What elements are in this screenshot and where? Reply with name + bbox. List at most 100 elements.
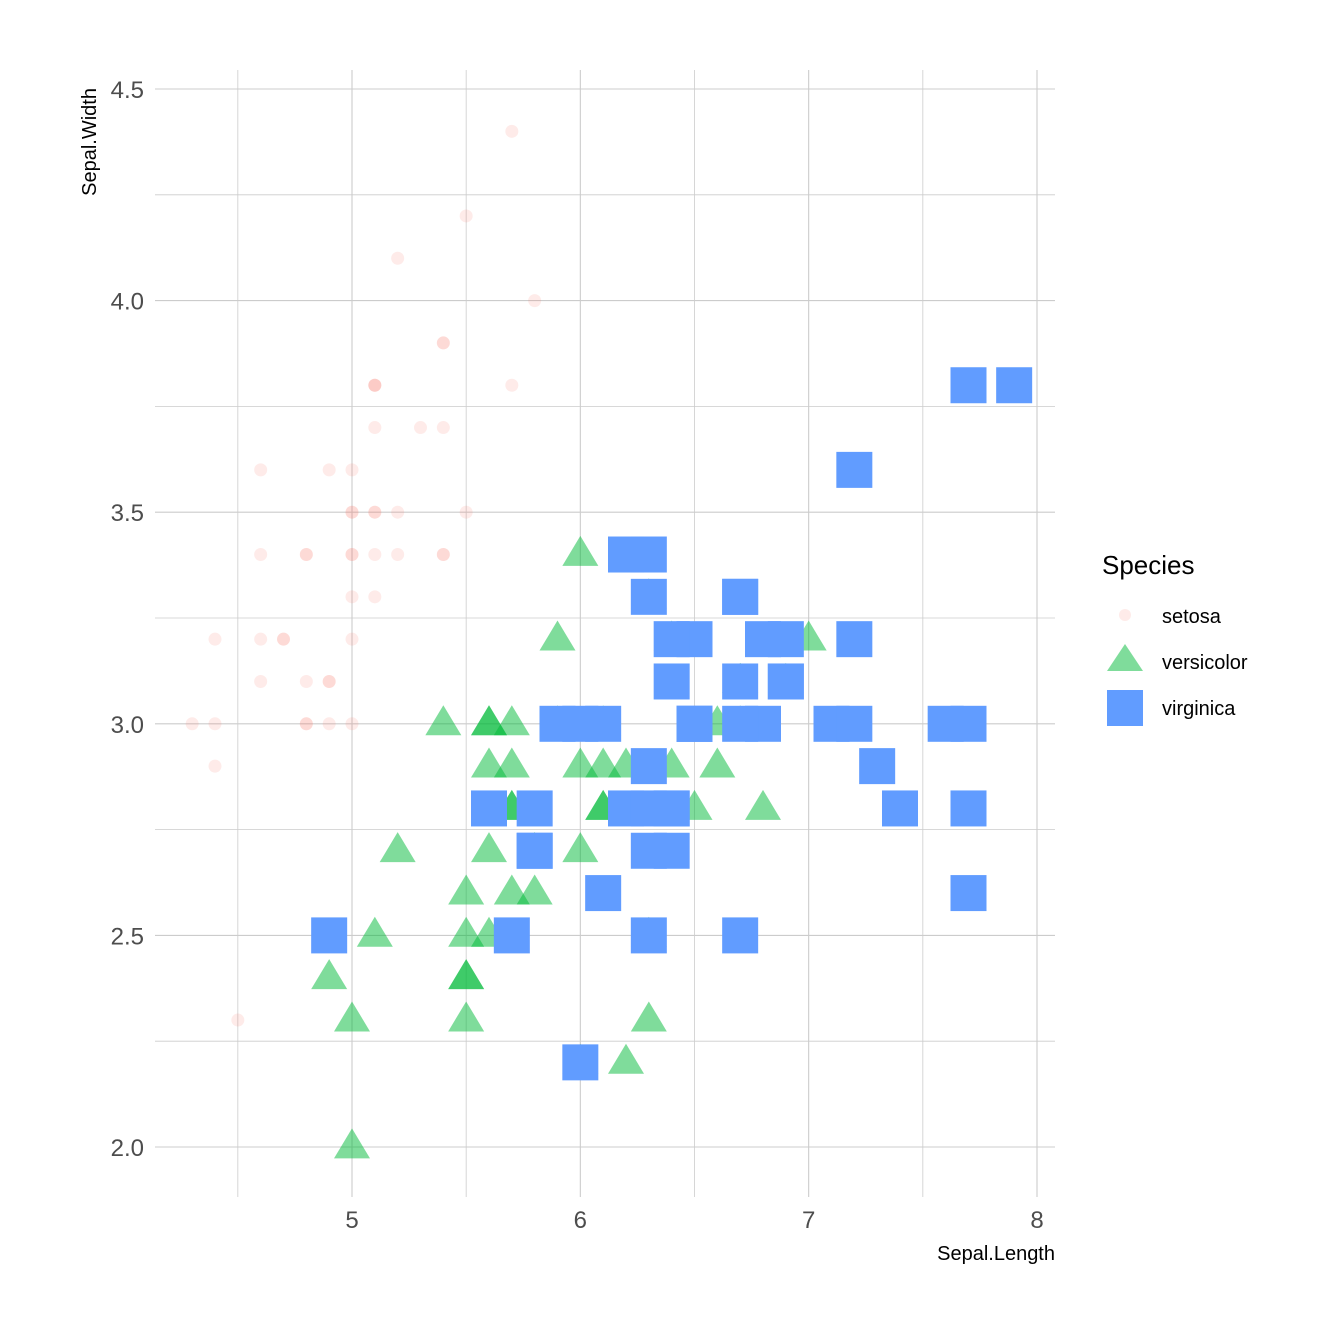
point-versicolor [562, 535, 599, 566]
point-versicolor [425, 705, 462, 736]
point-setosa [322, 674, 336, 688]
point-versicolor [448, 916, 485, 947]
point-setosa [368, 505, 382, 519]
point-virginica [859, 748, 896, 785]
legend: Species setosa versicolor virginica [1102, 550, 1248, 726]
legend-key-virginica [1107, 690, 1143, 726]
grid-major-lines [155, 70, 1055, 1197]
y-tick-label: 4.0 [111, 289, 144, 316]
point-virginica [653, 663, 690, 700]
point-setosa [254, 674, 268, 688]
point-versicolor [334, 1128, 370, 1159]
point-versicolor [608, 1043, 644, 1074]
point-setosa [368, 548, 382, 562]
point-setosa [505, 124, 519, 138]
point-setosa [322, 717, 336, 731]
point-setosa [208, 632, 222, 646]
point-virginica [630, 578, 667, 615]
point-setosa [208, 759, 222, 773]
y-tick-label: 3.5 [111, 500, 144, 527]
point-versicolor [471, 832, 507, 863]
point-versicolor [516, 874, 553, 905]
point-virginica [562, 1044, 599, 1081]
y-tick-label: 4.5 [111, 77, 144, 104]
point-setosa [436, 548, 450, 562]
point-setosa [436, 336, 450, 350]
point-virginica [950, 367, 987, 404]
point-setosa [345, 548, 359, 562]
point-setosa [391, 548, 405, 562]
series-virginica [311, 367, 1033, 1081]
point-setosa [528, 294, 542, 308]
point-setosa [299, 717, 313, 731]
point-setosa [436, 421, 450, 435]
point-setosa [345, 505, 359, 519]
point-versicolor [379, 832, 416, 863]
point-virginica [950, 790, 987, 827]
point-virginica [745, 621, 781, 658]
point-setosa [185, 717, 199, 731]
point-setosa [322, 674, 336, 688]
point-setosa [277, 632, 290, 646]
point-virginica [836, 451, 873, 488]
point-setosa [459, 505, 473, 519]
point-setosa [391, 505, 405, 519]
point-virginica [882, 790, 918, 827]
x-axis-ticks: 5 6 7 8 [345, 1207, 1043, 1234]
point-virginica [722, 578, 759, 615]
point-setosa [368, 378, 382, 392]
series-setosa [185, 124, 542, 1027]
point-virginica [653, 621, 690, 658]
point-virginica [471, 790, 507, 827]
point-versicolor [493, 874, 530, 905]
x-tick-label: 8 [1030, 1207, 1043, 1234]
point-setosa [254, 548, 268, 562]
point-virginica [630, 832, 667, 869]
point-setosa [368, 590, 382, 604]
y-tick-label: 2.5 [111, 923, 144, 950]
x-tick-label: 5 [345, 1207, 358, 1234]
point-setosa [299, 548, 313, 562]
point-setosa [505, 378, 519, 392]
point-virginica [630, 748, 667, 785]
point-setosa [299, 674, 313, 688]
legend-label-setosa: setosa [1162, 606, 1222, 628]
point-versicolor [311, 959, 348, 990]
point-versicolor [562, 747, 599, 778]
point-versicolor [448, 874, 485, 905]
point-virginica [311, 917, 348, 954]
point-virginica [950, 705, 987, 742]
point-virginica [950, 875, 987, 912]
point-versicolor [562, 832, 599, 863]
legend-title: Species [1102, 550, 1195, 580]
point-setosa [345, 717, 359, 731]
point-virginica [836, 705, 873, 742]
point-virginica [630, 917, 667, 954]
point-setosa [299, 717, 313, 731]
y-axis-title: Sepal.Width [79, 88, 101, 196]
point-setosa [299, 548, 313, 562]
point-versicolor [493, 705, 530, 736]
point-versicolor [630, 1001, 667, 1032]
point-virginica [676, 705, 713, 742]
point-virginica [996, 367, 1033, 404]
point-virginica [722, 917, 759, 954]
point-setosa [368, 378, 382, 392]
point-setosa [459, 209, 473, 223]
point-setosa [254, 632, 268, 646]
point-versicolor [745, 789, 781, 820]
x-axis-title: Sepal.Length [937, 1243, 1055, 1265]
point-versicolor [356, 916, 393, 947]
point-virginica [516, 790, 553, 827]
point-setosa [208, 717, 222, 731]
legend-label-versicolor: versicolor [1162, 652, 1248, 674]
point-setosa [345, 632, 359, 646]
point-setosa [231, 1013, 245, 1027]
point-virginica [836, 621, 873, 658]
y-tick-label: 3.0 [111, 712, 144, 739]
x-tick-label: 7 [802, 1207, 815, 1234]
point-setosa [368, 505, 382, 519]
point-versicolor [493, 747, 530, 778]
point-virginica [539, 705, 576, 742]
